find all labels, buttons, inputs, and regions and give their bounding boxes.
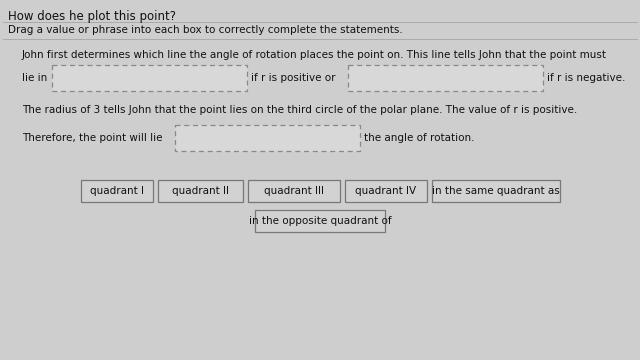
FancyBboxPatch shape [157,180,243,202]
Text: in the opposite quadrant of: in the opposite quadrant of [249,216,391,226]
Text: The radius of 3 tells John that the point lies on the third circle of the polar : The radius of 3 tells John that the poin… [22,105,577,115]
FancyBboxPatch shape [175,125,360,151]
Text: if r is negative.: if r is negative. [547,73,625,83]
Text: John first determines which line the angle of rotation places the point on. This: John first determines which line the ang… [22,50,607,60]
Text: quadrant III: quadrant III [264,186,323,196]
FancyBboxPatch shape [81,180,152,202]
FancyBboxPatch shape [52,65,247,91]
FancyBboxPatch shape [348,65,543,91]
Text: Therefore, the point will lie: Therefore, the point will lie [22,133,163,143]
FancyBboxPatch shape [255,210,385,232]
Text: in the same quadrant as: in the same quadrant as [431,186,559,196]
Text: if r is positive or: if r is positive or [251,73,335,83]
FancyBboxPatch shape [431,180,559,202]
Text: quadrant IV: quadrant IV [355,186,416,196]
Text: Drag a value or phrase into each box to correctly complete the statements.: Drag a value or phrase into each box to … [8,25,403,35]
Text: How does he plot this point?: How does he plot this point? [8,10,176,23]
Text: quadrant II: quadrant II [172,186,228,196]
Text: quadrant I: quadrant I [90,186,143,196]
FancyBboxPatch shape [344,180,426,202]
FancyBboxPatch shape [248,180,339,202]
Text: the angle of rotation.: the angle of rotation. [364,133,474,143]
Text: lie in: lie in [22,73,47,83]
